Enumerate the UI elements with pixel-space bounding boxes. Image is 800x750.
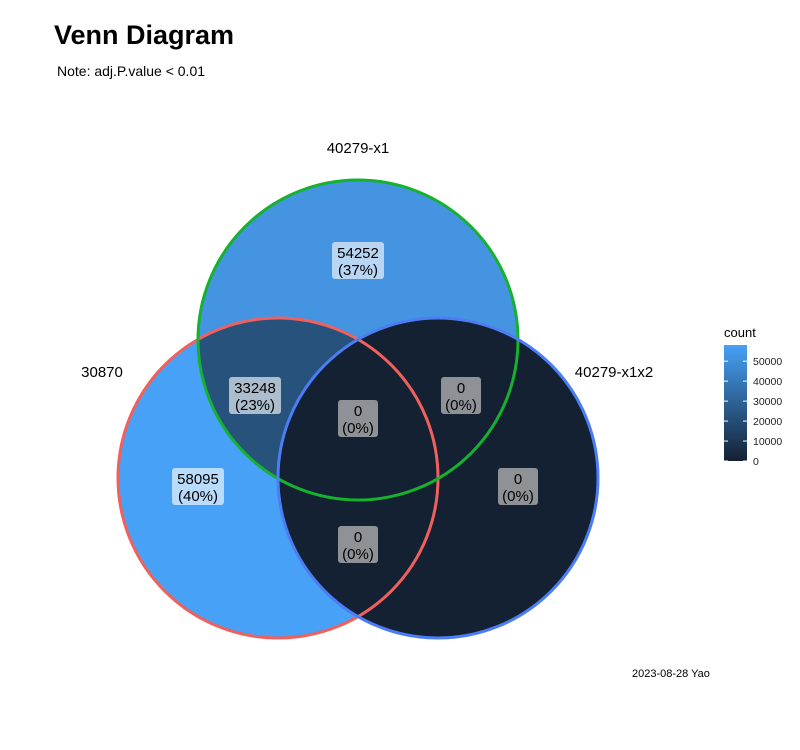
region-percent: (37%) xyxy=(338,262,378,279)
region-label-only-30870: 58095(40%) xyxy=(172,468,224,505)
region-label-box xyxy=(498,468,538,505)
region-count: 58095 xyxy=(177,471,219,488)
set-label-30870: 30870 xyxy=(81,364,123,381)
region-percent: (0%) xyxy=(445,397,477,414)
caption: 2023-08-28 Yao xyxy=(632,668,710,680)
region-label-box xyxy=(172,468,224,505)
region-label-30870-and-40279-x1: 33248(23%) xyxy=(229,377,281,414)
region-label-box xyxy=(441,377,481,414)
region-label-box xyxy=(229,377,281,414)
set-label-40279-x1: 40279-x1 xyxy=(327,140,390,157)
legend: count 50000 40000 30000 20000 10000 0 xyxy=(724,325,782,468)
legend-tick-label: 40000 xyxy=(753,376,782,388)
legend-tick-label: 10000 xyxy=(753,436,782,448)
region-count: 54252 xyxy=(337,245,379,262)
region-percent: (0%) xyxy=(342,546,374,563)
legend-tick-label: 50000 xyxy=(753,356,782,368)
set-label-40279-x1x2: 40279-x1x2 xyxy=(575,364,653,381)
set-outline-40279-x1x2 xyxy=(276,316,600,640)
region-percent: (23%) xyxy=(235,397,275,414)
region-label-box xyxy=(332,242,384,279)
legend-tick-label: 0 xyxy=(753,456,759,468)
legend-tick-label: 30000 xyxy=(753,396,782,408)
chart-title: Venn Diagram xyxy=(54,20,235,50)
region-percent: (0%) xyxy=(502,488,534,505)
region-count: 0 xyxy=(514,471,522,488)
chart-subtitle: Note: adj.P.value < 0.01 xyxy=(57,63,206,79)
region-percent: (40%) xyxy=(178,488,218,505)
region-label-box xyxy=(338,400,378,437)
region-label-40279-x1-and-40279-x1x2: 0(0%) xyxy=(441,377,481,414)
region-label-only-40279-x1: 54252(37%) xyxy=(332,242,384,279)
region-count: 0 xyxy=(354,403,362,420)
region-label-all-three: 0(0%) xyxy=(338,400,378,437)
region-label-30870-and-40279-x1x2: 0(0%) xyxy=(338,526,378,563)
legend-title: count xyxy=(724,325,756,340)
region-count: 0 xyxy=(457,380,465,397)
region-label-box xyxy=(338,526,378,563)
legend-tick-label: 20000 xyxy=(753,416,782,428)
legend-colorbar xyxy=(724,345,747,461)
region-count: 33248 xyxy=(234,380,276,397)
region-percent: (0%) xyxy=(342,420,374,437)
region-count: 0 xyxy=(354,529,362,546)
region-label-only-40279-x1x2: 0(0%) xyxy=(498,468,538,505)
